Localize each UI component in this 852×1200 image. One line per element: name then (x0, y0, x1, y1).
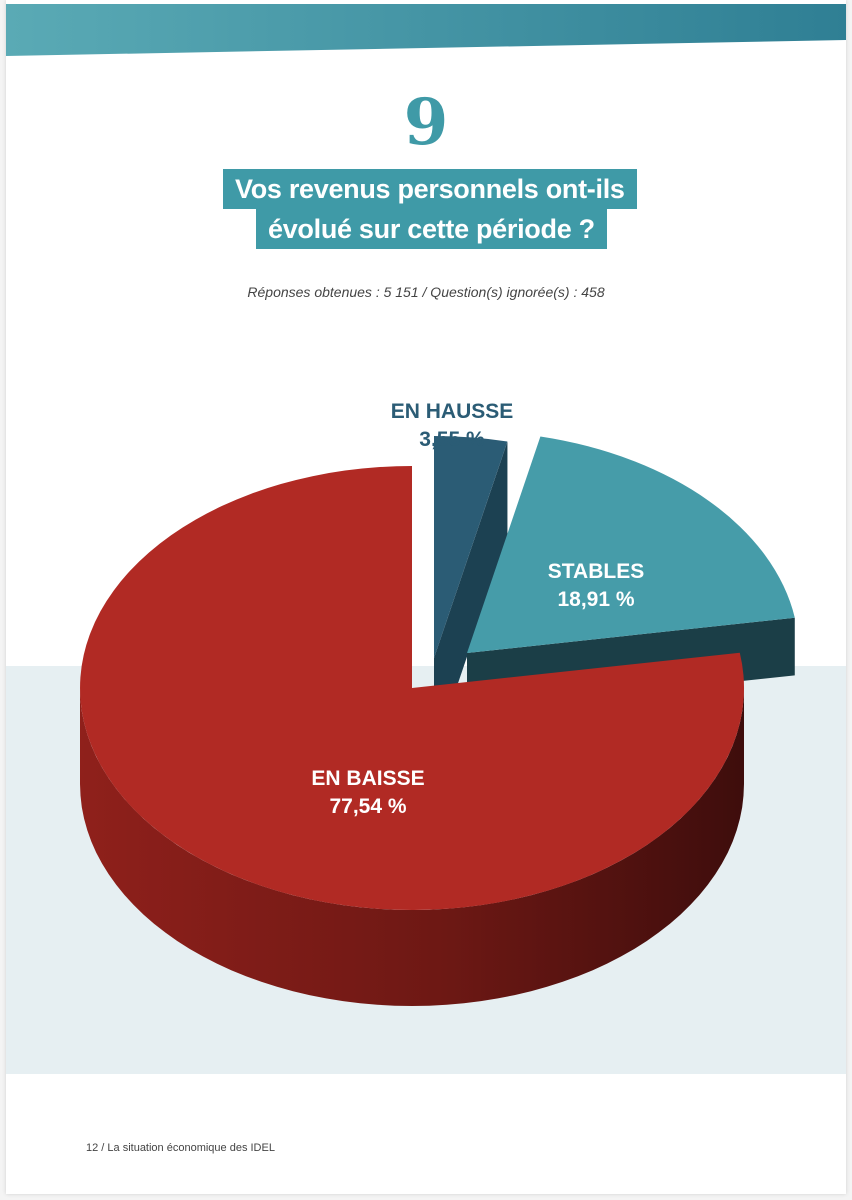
question-number: 9 (403, 85, 449, 160)
pie-slice-en-hausse (434, 436, 508, 754)
label-en-baisse-value: 77,54 % (329, 795, 406, 818)
label-en-hausse-value: 3,55 % (419, 428, 485, 451)
pie-slice-en-baisse (80, 466, 745, 1006)
question-title-line-2: évolué sur cette période ? (256, 209, 607, 249)
label-en-baisse: EN BAISSE (311, 767, 424, 790)
response-stats: Réponses obtenues : 5 151 / Question(s) … (247, 284, 605, 300)
page-footer: 12 / La situation économique des IDEL (86, 1142, 275, 1154)
question-title-line-1: Vos revenus personnels ont-ils (223, 169, 637, 209)
label-stables: STABLES (548, 560, 644, 583)
label-en-hausse: EN HAUSSE (391, 400, 514, 423)
top-band (6, 0, 846, 56)
label-stables-value: 18,91 % (557, 588, 634, 611)
